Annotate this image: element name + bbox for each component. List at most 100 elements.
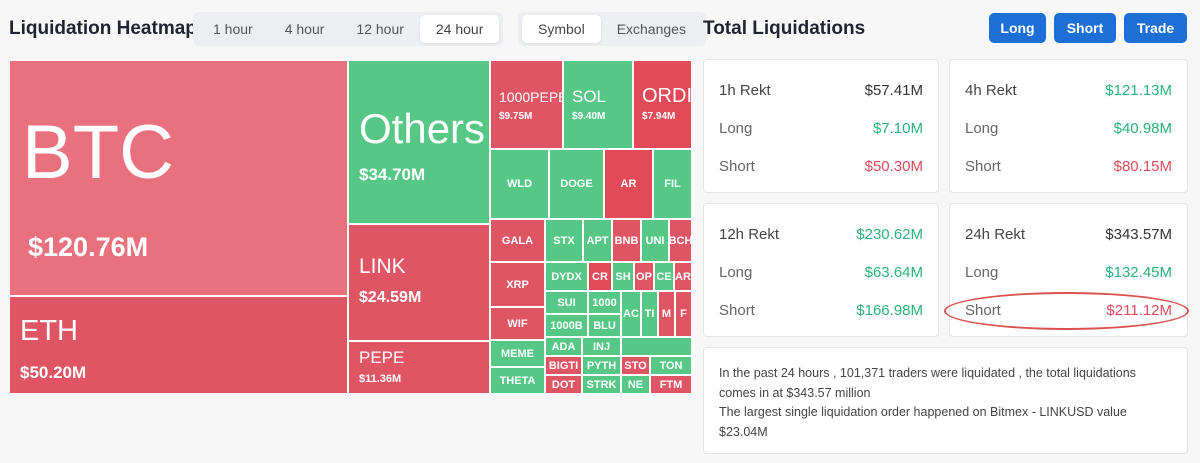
- tile-symbol: BTC: [22, 110, 174, 195]
- card-label: 24h Rekt: [965, 226, 1026, 243]
- card-12h-rekt: 12h Rekt $230.62M Long $63.64M Short $166.9…: [703, 203, 939, 337]
- highlight-ellipse: [944, 292, 1189, 330]
- card-label: 1h Rekt: [719, 82, 771, 99]
- heatmap-tile-sui[interactable]: SUI: [545, 291, 588, 314]
- tile-symbol: INJ: [592, 340, 611, 353]
- tile-symbol: PEPE: [359, 348, 405, 367]
- tile-symbol: OP: [636, 270, 652, 283]
- heatmap-tile-ar2[interactable]: AR: [674, 262, 692, 291]
- heatmap-tile-ordi[interactable]: ORDI $7.94M: [633, 60, 692, 149]
- card-1h-rekt: 1h Rekt $57.41M Long $7.10M Short $50.30M: [703, 59, 939, 193]
- heatmap-tile-dot[interactable]: DOT: [545, 375, 582, 394]
- tile-symbol: BLU: [593, 319, 616, 332]
- heatmap-tile-apt[interactable]: APT: [583, 219, 612, 262]
- heatmap-tile-xrp[interactable]: XRP: [490, 262, 545, 307]
- view-selector: Symbol Exchanges: [518, 12, 706, 46]
- tile-value: $9.40M: [572, 111, 606, 122]
- view-option-symbol[interactable]: Symbol: [522, 15, 601, 43]
- long-value: $63.64M: [864, 264, 923, 281]
- long-label: Long: [719, 264, 753, 281]
- long-button[interactable]: Long: [989, 13, 1046, 43]
- tile-symbol: ADA: [551, 340, 576, 353]
- heatmap-tile-ftm[interactable]: FTM: [650, 375, 692, 394]
- short-value: $80.15M: [1113, 158, 1172, 175]
- summary-largest-order-line: The largest single liquidation order hap…: [719, 405, 1127, 439]
- trade-button[interactable]: Trade: [1124, 13, 1187, 43]
- short-label: Short: [965, 158, 1001, 175]
- short-value: $166.98M: [856, 302, 923, 319]
- heatmap-tile-bnb[interactable]: BNB: [612, 219, 641, 262]
- heatmap-tile-1000pepe[interactable]: 1000PEPE $9.75M: [490, 60, 563, 149]
- card-label: 4h Rekt: [965, 82, 1017, 99]
- heatmap-tile-pepe[interactable]: PEPE $11.36M: [348, 341, 490, 394]
- time-option-4h[interactable]: 4 hour: [284, 21, 325, 37]
- heatmap-tile-ti[interactable]: TI: [641, 291, 658, 337]
- heatmap-tile-ac[interactable]: AC: [621, 291, 641, 337]
- tile-value: $24.59M: [359, 289, 422, 306]
- tile-symbol: SUI: [557, 296, 576, 309]
- heatmap-tile-blur[interactable]: BLU: [588, 314, 621, 337]
- heatmap-tile-crv[interactable]: CR: [588, 262, 612, 291]
- short-value: $50.30M: [864, 158, 923, 175]
- heatmap-tile-sh[interactable]: SH: [612, 262, 634, 291]
- short-label: Short: [719, 302, 755, 319]
- heatmap-tile-wif[interactable]: WIF: [490, 307, 545, 340]
- heatmap-tile-eth[interactable]: ETH $50.20M: [9, 296, 348, 394]
- tile-symbol: MEME: [501, 347, 534, 360]
- heatmap-tile-1000bonk[interactable]: 1000B: [545, 314, 588, 337]
- tile-symbol: DOT: [551, 378, 576, 391]
- heatmap-tile-doge[interactable]: DOGE: [549, 149, 604, 219]
- tile-symbol: SOL: [572, 87, 607, 106]
- liquidation-heatmap: BTC $120.76M ETH $50.20M Others $34.70M …: [9, 60, 692, 394]
- heatmap-tile-uni[interactable]: UNI: [641, 219, 669, 262]
- heatmap-tile-1000[interactable]: 1000: [588, 291, 621, 314]
- heatmap-tile-sol[interactable]: SOL $9.40M: [563, 60, 633, 149]
- card-total: $230.62M: [856, 226, 923, 243]
- tile-symbol: XRP: [506, 278, 529, 291]
- tile-symbol: WIF: [507, 317, 528, 330]
- heatmap-tile-storj[interactable]: STO: [621, 356, 650, 375]
- heatmap-tile-others[interactable]: Others $34.70M: [348, 60, 490, 224]
- short-button[interactable]: Short: [1054, 13, 1116, 43]
- heatmap-tile-dydx[interactable]: DYDX: [545, 262, 588, 291]
- tile-symbol: TON: [659, 359, 683, 372]
- card-total: $343.57M: [1105, 226, 1172, 243]
- heatmap-tile-inj[interactable]: INJ: [582, 337, 621, 356]
- heatmap-tile-bigtime[interactable]: BIGTI: [545, 356, 582, 375]
- heatmap-tile-f[interactable]: F: [675, 291, 692, 337]
- view-option-exchanges[interactable]: Exchanges: [616, 21, 686, 37]
- heatmap-tile-wld[interactable]: WLD: [490, 149, 549, 219]
- heatmap-tile-stx[interactable]: STX: [545, 219, 583, 262]
- heatmap-tile-ar[interactable]: AR: [604, 149, 653, 219]
- tile-symbol: 1000: [592, 296, 617, 309]
- heatmap-tile-theta[interactable]: THETA: [490, 367, 545, 394]
- heatmap-tile-gala[interactable]: GALA: [490, 219, 545, 262]
- tile-value: $50.20M: [20, 363, 87, 382]
- tile-symbol: 1000B: [550, 319, 583, 332]
- heatmap-tile-strk[interactable]: STRK: [582, 375, 621, 394]
- tile-symbol: GALA: [501, 234, 534, 247]
- heatmap-tile-misc-green[interactable]: [621, 337, 692, 356]
- heatmap-tile-fil[interactable]: FIL: [653, 149, 692, 219]
- time-option-1h[interactable]: 1 hour: [213, 21, 253, 37]
- heatmap-tile-btc[interactable]: BTC $120.76M: [9, 60, 348, 296]
- heatmap-tile-ton[interactable]: TON: [650, 356, 692, 375]
- heatmap-tile-pyth[interactable]: PYTH: [582, 356, 621, 375]
- heatmap-tile-meme[interactable]: MEME: [490, 340, 545, 367]
- tile-symbol: LINK: [359, 255, 406, 278]
- heatmap-tile-bch[interactable]: BCH: [669, 219, 692, 262]
- tile-symbol: CR: [592, 270, 608, 283]
- heatmap-tile-ce[interactable]: CE: [654, 262, 674, 291]
- heatmap-tile-op[interactable]: OP: [634, 262, 654, 291]
- tile-symbol: BCH: [669, 234, 692, 247]
- tile-value: $120.76M: [28, 232, 149, 262]
- time-option-12h[interactable]: 12 hour: [356, 21, 404, 37]
- tile-symbol: BNB: [614, 234, 639, 247]
- heatmap-tile-near[interactable]: NE: [621, 375, 650, 394]
- tile-symbol: STX: [553, 234, 575, 247]
- long-value: $40.98M: [1113, 120, 1172, 137]
- time-option-24h[interactable]: 24 hour: [419, 15, 500, 43]
- heatmap-tile-m[interactable]: M: [658, 291, 675, 337]
- heatmap-tile-link[interactable]: LINK $24.59M: [348, 224, 490, 341]
- heatmap-tile-ada[interactable]: ADA: [545, 337, 582, 356]
